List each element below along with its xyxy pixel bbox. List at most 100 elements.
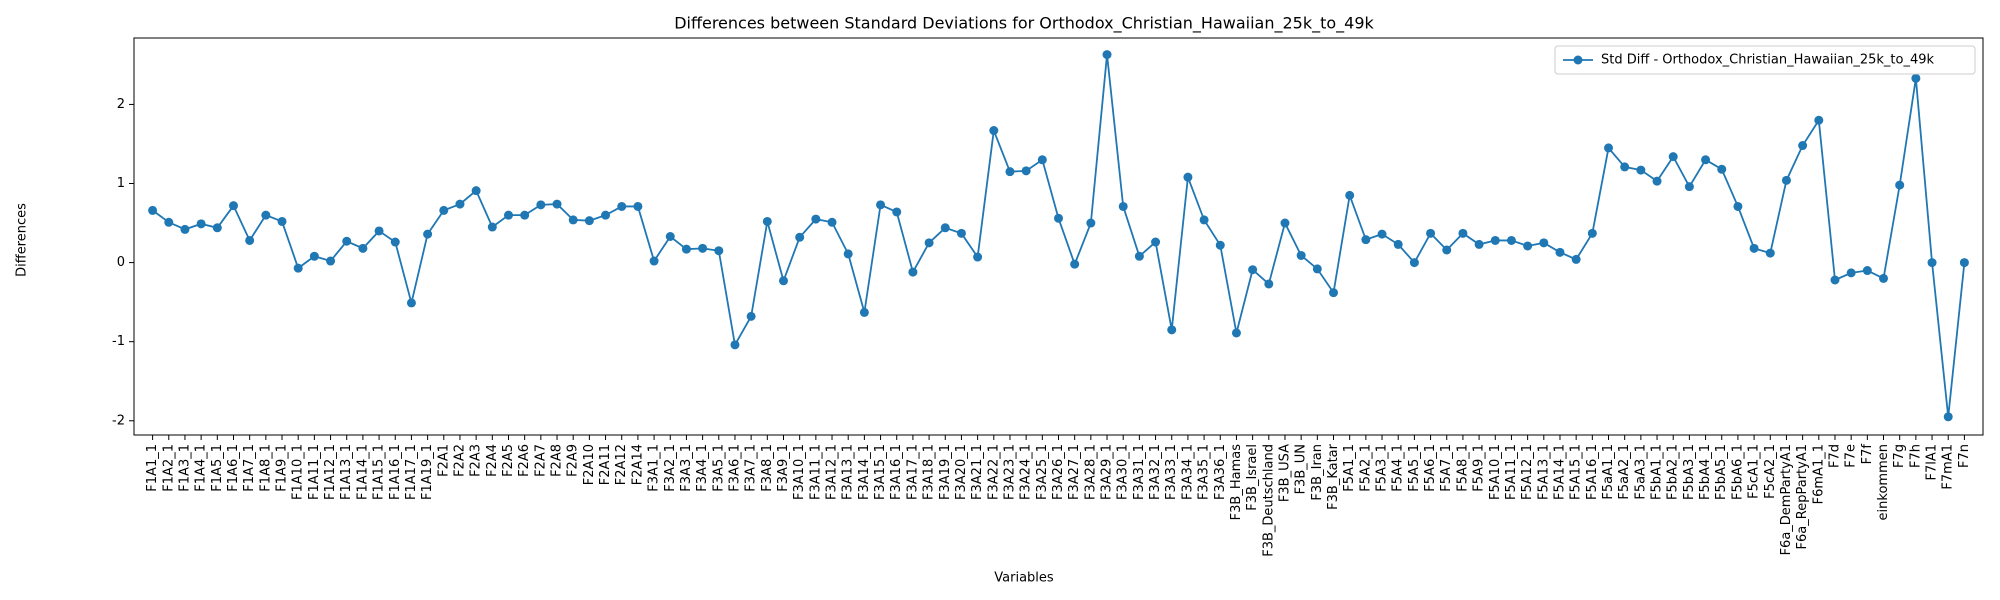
x-tick-label: F3A22_1 [986,444,1001,500]
data-point [1781,175,1791,185]
x-tick-label: F2A3 [469,444,484,477]
data-point [1070,259,1080,269]
data-point [1409,258,1419,268]
x-tick-label: F2A10 [582,444,597,485]
data-point [487,222,497,232]
data-point [1555,247,1565,257]
data-point [1652,176,1662,186]
data-point [1927,258,1937,268]
x-tick-label: F5A16_1 [1585,444,1600,500]
x-tick-label: F5cA2_1 [1763,444,1778,499]
data-point [1280,218,1290,228]
x-tick-label: F3A3_1 [679,444,694,492]
data-point [309,251,319,261]
x-tick-label: F3B_UN [1294,444,1309,494]
x-tick-label: F1A19_1 [420,444,435,500]
data-point [1523,241,1533,251]
data-point [1118,201,1128,211]
x-tick-label: F5A6_1 [1423,444,1438,492]
y-tick-label: 1 [117,176,125,191]
data-point [1474,239,1484,249]
x-tick-label: F1A7_1 [242,444,257,492]
x-tick-label: F2A11 [598,444,613,485]
data-point [261,210,271,220]
data-point [568,215,578,225]
x-tick-label: F3A23_1 [1002,444,1017,500]
data-point [730,340,740,350]
x-tick-label: F3A6_1 [727,444,742,492]
data-point [1086,218,1096,228]
data-point [1717,164,1727,174]
x-tick-label: F5A15_1 [1569,444,1584,500]
x-tick-label: F5A7_1 [1439,444,1454,492]
x-tick-label: F3A19_1 [938,444,953,500]
x-tick-label: F3A4_1 [695,444,710,492]
y-tick-label: 2 [117,97,125,112]
x-tick-label: F5bA5_1 [1714,444,1729,500]
data-point [908,267,918,277]
x-tick-label: F1A11_1 [307,444,322,500]
x-tick-label: F3A15_1 [873,444,888,500]
data-point [1620,162,1630,172]
x-tick-label: F1A14_1 [355,444,370,500]
data-point [455,199,465,209]
data-point [423,229,433,239]
data-point [714,246,724,256]
y-axis-label: Differences [15,203,30,277]
data-point [1959,258,1969,268]
x-tick-label: F5aA3_1 [1633,444,1648,500]
data-point [1231,328,1241,338]
data-point [164,217,174,227]
data-point [1895,180,1905,190]
x-tick-label: F2A4 [485,444,500,477]
x-tick-label: F7h [1908,444,1923,468]
y-tick-label: 0 [117,255,125,270]
data-point [471,186,481,196]
data-point [342,236,352,246]
x-tick-label: F7lA1 [1925,444,1940,481]
data-point [1248,265,1258,275]
data-point [1005,167,1015,177]
data-point [617,201,627,211]
data-point [503,210,513,220]
x-tick-label: F5A1_1 [1342,444,1357,492]
x-tick-label: F5A4_1 [1391,444,1406,492]
x-tick-label: F7mA1 [1941,444,1956,490]
data-point [1798,141,1808,151]
data-point [778,276,788,286]
data-point [1911,73,1921,83]
data-point [698,243,708,253]
data-point [439,205,449,215]
data-point [1345,190,1355,200]
data-point [1701,155,1711,165]
x-tick-label: F1A8_1 [258,444,273,492]
x-tick-label: F3A35_1 [1197,444,1212,500]
x-tick-label: F5A14_1 [1552,444,1567,500]
x-tick-label: F5A12_1 [1520,444,1535,500]
data-point [1393,239,1403,249]
data-point [293,263,303,273]
data-point [406,298,416,308]
x-tick-label: F3A27_1 [1067,444,1082,500]
x-tick-label: F3A25_1 [1035,444,1050,500]
x-tick-label: F1A4_1 [194,444,209,492]
data-point [1442,245,1452,255]
x-tick-label: F1A16_1 [388,444,403,500]
data-point [681,244,691,254]
data-point [876,200,886,210]
x-tick-label: F1A2_1 [161,444,176,492]
x-tick-label: F3A8_1 [760,444,775,492]
x-tick-label: F3A11_1 [808,444,823,500]
x-tick-label: F6a_RepPartyA1 [1795,444,1810,549]
x-tick-label: F2A2 [452,444,467,477]
x-tick-label: F3A16_1 [889,444,904,500]
data-point [924,238,934,248]
x-tick-label: F5A11_1 [1504,444,1519,500]
data-point [1021,166,1031,176]
data-point [552,199,562,209]
data-point [940,223,950,233]
data-point [1684,182,1694,192]
data-point [1846,268,1856,278]
data-point [228,201,238,211]
data-point [358,243,368,253]
